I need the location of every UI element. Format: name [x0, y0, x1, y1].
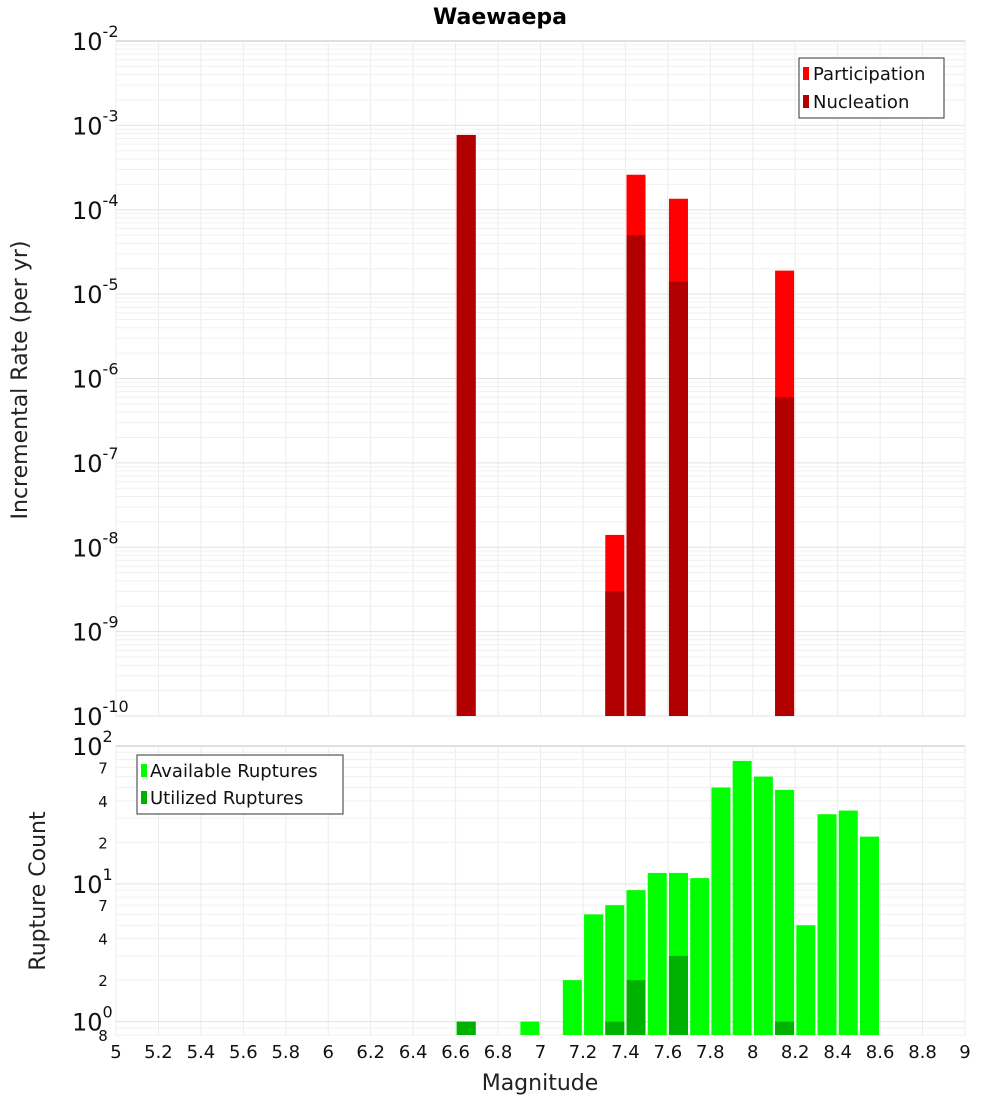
legend-label-available: Available Ruptures	[150, 761, 318, 782]
count-bar-available-ruptures	[562, 980, 582, 1035]
count-bar-available-ruptures	[690, 878, 710, 1035]
count-bar-available-ruptures	[817, 814, 837, 1035]
magnitude-x-tick-label: 7.4	[611, 1042, 640, 1063]
magnitude-x-tick-label: 7.2	[569, 1042, 598, 1063]
rate-y-tick-label: 10-7	[72, 444, 119, 478]
magnitude-x-tick-label: 8.2	[781, 1042, 810, 1063]
count-bar-available-ruptures	[753, 776, 773, 1035]
count-bar-utilized-ruptures	[775, 1021, 795, 1035]
magnitude-x-tick-label: 7.6	[654, 1042, 683, 1063]
rate-y-tick-label: 10-6	[72, 360, 119, 394]
count-y-tick-label: 102	[72, 727, 113, 761]
legend-label-participation: Participation	[813, 64, 925, 85]
count-legend: Available Ruptures Utilized Ruptures	[136, 754, 344, 815]
count-bar-utilized-ruptures	[626, 980, 646, 1035]
count-bar-available-ruptures	[859, 836, 879, 1035]
count-bar-available-ruptures	[605, 905, 625, 1035]
count-legend-box	[136, 754, 344, 815]
magnitude-x-tick-label: 5.8	[271, 1042, 300, 1063]
magnitude-x-tick-label: 9	[959, 1042, 970, 1063]
magnitude-x-tick-label: 5.4	[187, 1042, 216, 1063]
rate-y-tick-label: 10-10	[72, 697, 129, 731]
rate-bars	[456, 134, 795, 717]
count-bar-available-ruptures	[711, 787, 731, 1035]
magnitude-x-tick-label: 6.4	[399, 1042, 428, 1063]
legend-swatch-participation	[803, 67, 809, 80]
legend-swatch-nucleation	[803, 95, 809, 108]
legend-swatch-utilized	[141, 791, 147, 804]
magnitude-x-tick-label: 5.6	[229, 1042, 258, 1063]
legend-swatch-available	[141, 764, 147, 777]
count-y-minor-tick-label: 8	[98, 1027, 108, 1045]
magnitude-x-tick-label: 8	[747, 1042, 758, 1063]
count-y-tick-label: 100	[72, 1003, 113, 1037]
count-y-minor-tick-label: 2	[98, 972, 108, 990]
rate-bar-nucleation	[775, 397, 795, 716]
count-bar-available-ruptures	[584, 914, 604, 1035]
rate-y-tick-label: 10-2	[72, 22, 119, 56]
count-y-minor-tick-label: 4	[98, 793, 108, 811]
rate-bar-nucleation	[626, 235, 646, 716]
count-bars	[456, 760, 879, 1035]
magnitude-x-tick-label: 8.6	[866, 1042, 895, 1063]
legend-label-nucleation: Nucleation	[813, 92, 909, 113]
count-bar-utilized-ruptures	[605, 1021, 625, 1035]
magnitude-x-tick-label: 8.4	[823, 1042, 852, 1063]
count-panel: 100 101 102 8 2 4 7 2 4 7 5 5.2 5.4 5.6 5.8 6 6.2 6.4 6.6…	[26, 727, 971, 1096]
magnitude-axis-label: Magnitude	[482, 1071, 599, 1096]
count-y-tick-label: 101	[72, 865, 113, 899]
count-bar-available-ruptures	[775, 789, 795, 1035]
count-bar-utilized-ruptures	[668, 955, 688, 1035]
count-y-minor-tick-label: 7	[98, 897, 108, 915]
magnitude-x-tick-label: 8.8	[908, 1042, 937, 1063]
legend-label-utilized: Utilized Ruptures	[150, 788, 303, 809]
magnitude-x-tick-label: 5.2	[144, 1042, 173, 1063]
chart-title: Waewaepa	[433, 5, 567, 30]
count-bar-available-ruptures	[732, 760, 752, 1035]
rate-bar-nucleation	[668, 281, 688, 716]
magnitude-x-tick-label: 7.8	[696, 1042, 725, 1063]
rate-legend-box	[798, 57, 945, 119]
count-y-minor-tick-label: 4	[98, 931, 108, 949]
magnitude-x-ticks: 5 5.2 5.4 5.6 5.8 6 6.2 6.4 6.6 6.8 7 7.2 7.4 7.6 7.8 8…	[110, 1042, 970, 1063]
rate-bar-nucleation	[605, 591, 625, 716]
count-y-minor-tick-label: 2	[98, 834, 108, 852]
rate-y-tick-label: 10-5	[72, 275, 119, 309]
count-bar-available-ruptures	[520, 1021, 540, 1035]
rate-y-tick-label: 10-3	[72, 106, 119, 140]
rate-bar-nucleation	[456, 134, 476, 717]
magnitude-x-tick-label: 6.6	[441, 1042, 470, 1063]
magnitude-x-tick-label: 7	[535, 1042, 546, 1063]
count-y-axis-label: Rupture Count	[26, 811, 51, 971]
rate-y-ticks: 10-10 10-9 10-8 10-7 10-6 10-5 10-4 10-3 10-2	[72, 22, 129, 731]
count-bar-available-ruptures	[647, 872, 667, 1035]
count-bar-available-ruptures	[796, 925, 816, 1035]
magnitude-x-tick-label: 6.2	[356, 1042, 385, 1063]
rate-grid	[115, 41, 966, 717]
rate-y-tick-label: 10-8	[72, 528, 119, 562]
rate-legend: Participation Nucleation	[798, 57, 945, 119]
rate-y-tick-label: 10-9	[72, 613, 119, 647]
count-y-minor-tick-label: 7	[98, 759, 108, 777]
magnitude-x-tick-label: 6	[323, 1042, 334, 1063]
rate-y-axis-label: Incremental Rate (per yr)	[8, 241, 33, 520]
magnitude-x-tick-label: 5	[110, 1042, 121, 1063]
rate-panel: 10-10 10-9 10-8 10-7 10-6 10-5 10-4 10-3 10-2 In…	[8, 22, 966, 731]
rate-y-tick-label: 10-4	[72, 191, 119, 225]
count-bar-available-ruptures	[838, 810, 858, 1035]
count-y-ticks: 100 101 102 8 2 4 7 2 4 7	[72, 727, 113, 1045]
magnitude-x-tick-label: 6.8	[484, 1042, 513, 1063]
count-bar-utilized-ruptures	[456, 1021, 476, 1035]
